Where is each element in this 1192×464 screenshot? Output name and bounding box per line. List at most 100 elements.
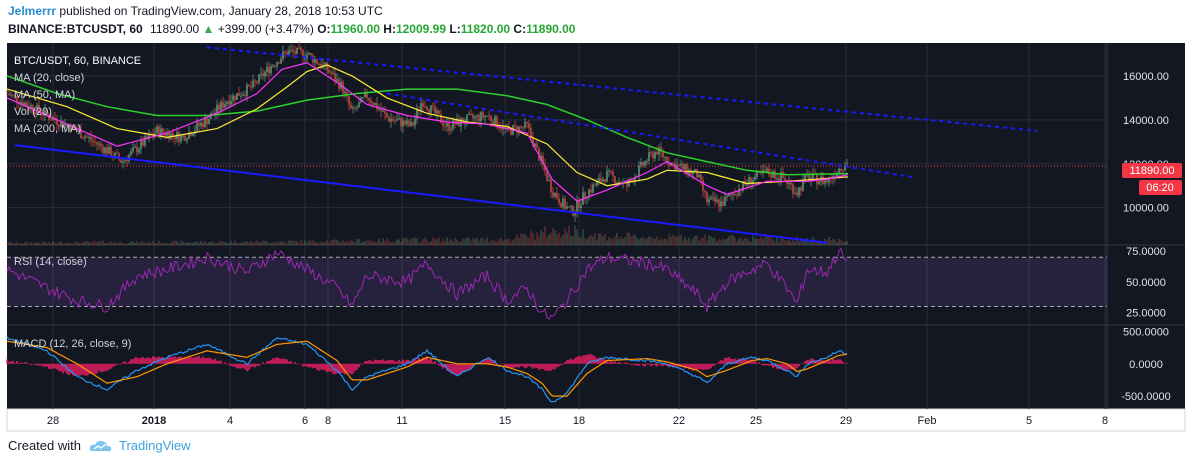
macd-hist-bar (704, 363, 706, 370)
volume-bar (322, 242, 324, 245)
legend-ma20[interactable]: MA (20, close) (14, 72, 84, 84)
volume-bar (644, 238, 646, 245)
macd-hist-bar (402, 359, 404, 364)
volume-bar (822, 242, 824, 245)
macd-hist-bar (98, 363, 100, 371)
macd-hist-bar (44, 363, 46, 367)
volume-bar (44, 242, 46, 245)
macd-hist-bar (72, 363, 74, 376)
macd-hist-bar (182, 358, 184, 364)
volume-bar (696, 235, 698, 245)
candle-body (168, 132, 170, 140)
legend-rsi[interactable]: RSI (14, close) (14, 256, 87, 268)
volume-bar (238, 243, 240, 245)
macd-hist-bar (36, 363, 38, 366)
published-text: published on TradingView.com, January 28… (59, 4, 383, 18)
volume-bar (448, 241, 450, 245)
candle-body (104, 147, 106, 153)
volume-bar (318, 243, 320, 245)
candle-body (252, 80, 254, 88)
macd-hist-bar (48, 363, 50, 369)
macd-hist-bar (576, 356, 578, 364)
volume-bar (120, 241, 122, 245)
price-pane[interactable] (6, 41, 1107, 245)
chart-canvas[interactable] (7, 43, 1107, 409)
author-link[interactable]: Jelmerrr (8, 4, 57, 18)
volume-bar (82, 242, 84, 245)
macd-hist-bar (136, 357, 138, 364)
candle-body (228, 101, 230, 105)
time-tick-label: 22 (673, 415, 685, 427)
price-change: +399.00 (+3.47%) (217, 22, 314, 36)
macd-hist-bar (190, 357, 192, 364)
macd-hist-bar (60, 363, 62, 372)
macd-hist-bar (708, 363, 710, 370)
candle-body (824, 180, 826, 184)
rsi-pane[interactable]: RSI (14, close) (6, 247, 1107, 320)
volume-bar (330, 240, 332, 245)
volume-bar (748, 241, 750, 245)
macd-hist-bar (346, 363, 348, 373)
time-axis[interactable] (6, 408, 1186, 432)
macd-hist-bar (752, 361, 754, 364)
candle-body (588, 189, 590, 198)
volume-bar (406, 238, 408, 245)
candle-body (256, 81, 258, 83)
candle-body (662, 151, 664, 158)
volume-bar (700, 238, 702, 245)
volume-bar (320, 241, 322, 245)
candle-body (102, 146, 104, 153)
candle-body (720, 201, 722, 207)
volume-bar (40, 243, 42, 245)
macd-hist-bar (702, 363, 704, 371)
trendline-lower[interactable] (14, 144, 828, 244)
candle-body (200, 122, 202, 126)
candle-body (450, 128, 452, 131)
candle-body (546, 171, 548, 181)
macd-hist-bar (618, 361, 620, 364)
tradingview-brand-link[interactable]: TradingView (118, 438, 191, 453)
macd-hist-bar (696, 363, 698, 371)
legend-macd[interactable]: MACD (12, 26, close, 9) (14, 338, 131, 350)
candle-body (208, 118, 210, 125)
legend-vol[interactable]: Vol (20) (14, 106, 52, 118)
time-tick-label: 6 (302, 415, 308, 427)
volume-bar (554, 230, 556, 245)
candle-body (566, 206, 568, 209)
candle-body (530, 128, 532, 137)
macd-hist-bar (624, 362, 626, 364)
candle-body (628, 179, 630, 187)
macd-hist-bar (700, 363, 702, 370)
candle-body (82, 138, 84, 140)
macd-hist-bar (192, 357, 194, 364)
macd-hist-bar (76, 363, 78, 377)
candle-body (712, 197, 714, 199)
candle-body (520, 126, 522, 128)
candle-body (56, 120, 58, 125)
macd-pane[interactable]: MACD (12, 26, close, 9) (6, 336, 848, 403)
candle-body (292, 49, 294, 52)
macd-hist-bar (204, 358, 206, 364)
volume-bar (206, 243, 208, 245)
volume-bar (504, 239, 506, 245)
legend-ma200[interactable]: MA (200, MA) (14, 123, 81, 135)
macd-hist-bar (412, 359, 414, 364)
volume-bar (46, 242, 48, 245)
ma50-line (6, 64, 849, 187)
trendline-upper[interactable] (206, 46, 1038, 132)
macd-hist-bar (542, 363, 544, 370)
candle-body (580, 204, 582, 209)
macd-hist-bar (602, 359, 604, 364)
macd-hist-bar (560, 363, 562, 366)
volume-bar (542, 232, 544, 245)
volume-bar (698, 240, 700, 245)
legend-ma50[interactable]: MA (50, MA) (14, 89, 75, 101)
volume-bar (30, 242, 32, 245)
price-axis[interactable] (1107, 43, 1185, 409)
trendline-upper-mid[interactable] (386, 92, 913, 178)
volume-bar (556, 234, 558, 245)
volume-bar (580, 237, 582, 245)
macd-hist-bar (70, 363, 72, 374)
candle-body (556, 193, 558, 199)
